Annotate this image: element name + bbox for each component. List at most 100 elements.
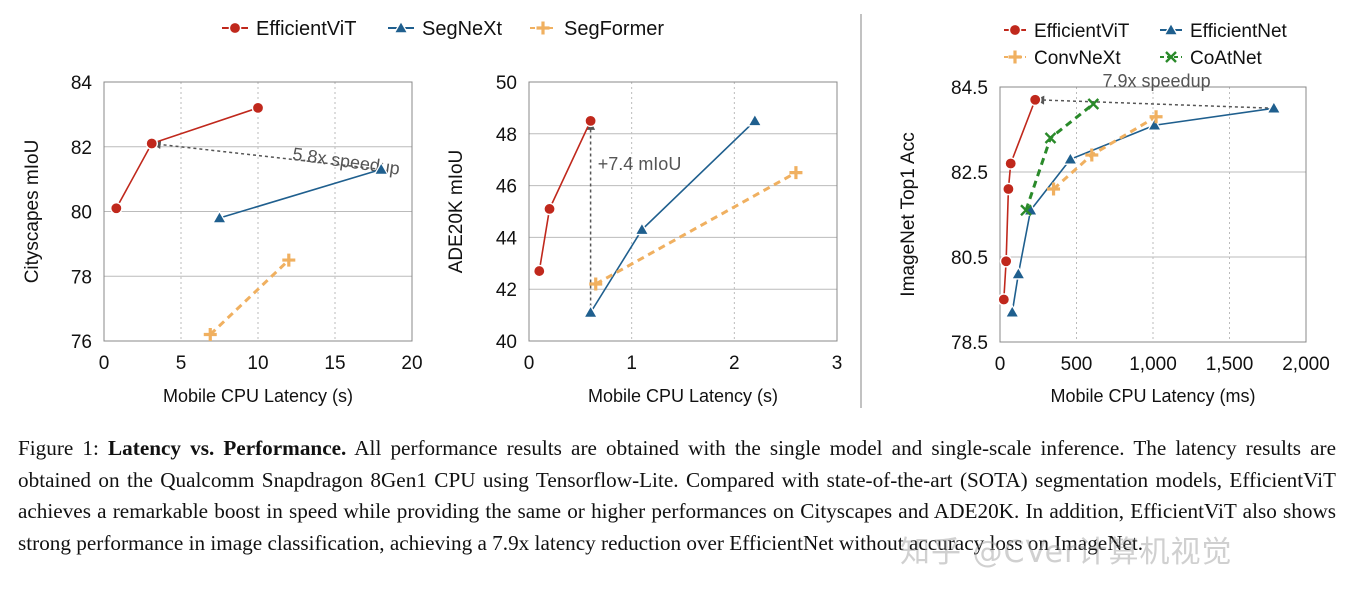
x-tick-label: 0: [99, 353, 110, 374]
legend-label: SegNeXt: [422, 18, 502, 40]
chart-imagenet: 0 500 1,000 1,500 2,000 78.5 80.5 82.5 84.5 Mobil…: [898, 21, 1330, 406]
legend-label: CoAtNet: [1190, 48, 1263, 69]
y-axis-label: ImageNet Top1 Acc: [898, 132, 919, 296]
x-tick-label: 1,000: [1129, 354, 1177, 375]
data-point-efficientvit: [999, 254, 1013, 268]
y-tick-label: 84: [71, 73, 93, 94]
data-point-efficientvit: [1004, 157, 1018, 170]
series-line-segnext: [219, 168, 382, 219]
data-point-segformer: [203, 328, 217, 342]
series-line-segnext: [589, 120, 756, 313]
data-point-efficientvit: [251, 101, 265, 115]
data-point-efficientvit: [532, 264, 546, 278]
series-line-efficientvit: [115, 107, 259, 209]
legend-marker-triangle: [393, 20, 409, 34]
data-point-efficientvit: [543, 202, 556, 216]
legend-label: EfficientViT: [1034, 21, 1130, 42]
y-tick-label: 78: [71, 267, 92, 288]
y-tick-label: 82: [71, 138, 92, 159]
data-point-efficientvit: [110, 201, 123, 215]
legend-marker-plus: [536, 21, 550, 35]
series-line-segformer: [209, 258, 290, 336]
x-tick-label: 500: [1061, 354, 1093, 375]
series-line-convnext: [1052, 115, 1157, 191]
plot-frame: [999, 86, 1307, 343]
data-point-efficientnet: [1062, 151, 1079, 165]
x-tick-label: 3: [832, 353, 843, 374]
x-axis-label: Mobile CPU Latency (s): [588, 386, 778, 406]
data-point-efficientvit: [997, 293, 1011, 306]
data-point-segformer: [589, 277, 603, 291]
figure-caption: Figure 1: Latency vs. Performance. All p…: [18, 433, 1336, 559]
legend-marker-circle: [1008, 23, 1022, 37]
annotation-label: 7.9x speedup: [1103, 71, 1211, 91]
data-point-convnext: [1149, 110, 1163, 124]
x-tick-label: 0: [524, 353, 535, 374]
caption-title: Latency vs. Performance.: [108, 436, 347, 460]
x-tick-label: 2,000: [1282, 354, 1330, 375]
data-point-efficientvit: [1002, 182, 1015, 196]
y-tick-label: 46: [496, 177, 517, 198]
series-line-segformer: [595, 171, 797, 286]
series-line-efficientnet: [1011, 107, 1274, 313]
y-tick-label: 84.5: [951, 78, 988, 99]
x-axis-label: Mobile CPU Latency (ms): [1050, 386, 1255, 406]
y-tick-label: 48: [496, 125, 517, 146]
legend-marker-plus: [1008, 50, 1022, 64]
data-point-efficientnet: [1004, 304, 1020, 318]
annotation-label: +7.4 mIoU: [598, 154, 682, 174]
watermark: 知乎 @CVer计算机视觉: [900, 535, 1233, 570]
data-point-convnext: [1085, 148, 1099, 162]
data-point-efficientvit: [1028, 93, 1042, 107]
plot-frame: [103, 81, 413, 342]
data-point-coatnet: [1087, 98, 1100, 110]
y-axis-label: ADE20K mIoU: [446, 150, 467, 274]
annotation-arrow: [151, 142, 382, 171]
x-tick-label: 10: [247, 353, 268, 374]
data-point-segformer: [282, 253, 296, 267]
data-point-segnext: [373, 161, 389, 176]
legend-marker-x: [1165, 51, 1177, 63]
y-tick-label: 76: [71, 332, 92, 353]
data-point-segnext: [747, 112, 763, 127]
annotation-arrow: [1035, 99, 1274, 109]
legend-label: SegFormer: [564, 18, 664, 40]
data-point-segnext: [634, 221, 650, 236]
x-tick-label: 2: [729, 353, 740, 374]
y-tick-label: 42: [496, 280, 517, 301]
data-point-segnext: [211, 210, 228, 224]
top-legend: EfficientViT SegNeXt SegFormer: [222, 18, 664, 40]
x-tick-label: 15: [324, 353, 345, 374]
legend-label: ConvNeXt: [1034, 48, 1121, 69]
data-point-coatnet: [1044, 132, 1057, 144]
y-tick-label: 82.5: [951, 163, 988, 184]
data-point-efficientnet: [1266, 100, 1282, 114]
series-line-coatnet: [1024, 102, 1095, 211]
data-point-segnext: [582, 304, 599, 319]
figure: EfficientViT SegNeXt SegFormer 0 5 10 15 20767…: [22, 14, 1330, 408]
y-tick-label: 44: [496, 228, 518, 249]
legend-label: EfficientViT: [256, 18, 356, 40]
legend-label: EfficientNet: [1190, 21, 1288, 42]
x-tick-label: 20: [401, 353, 422, 374]
legend-marker-circle: [228, 21, 242, 35]
data-point-coatnet: [1020, 204, 1032, 217]
plot-frame: [528, 81, 838, 342]
y-tick-label: 40: [496, 332, 517, 353]
caption-text: All performance results are obtained wit…: [18, 436, 1336, 555]
x-tick-label: 0: [995, 354, 1006, 375]
legend-marker-triangle: [1163, 22, 1179, 36]
chart-cityscapes: 0 5 10 15 20 76 78 80 82 84 Mobile CPU Latency (s)…: [22, 73, 423, 406]
data-point-efficientnet: [1010, 266, 1027, 280]
y-tick-label: 50: [496, 73, 517, 94]
x-tick-label: 1: [626, 353, 637, 374]
x-tick-label: 1,500: [1206, 354, 1254, 375]
y-axis-label: Cityscapes mIoU: [22, 140, 43, 284]
x-tick-label: 5: [176, 353, 187, 374]
data-point-efficientvit: [145, 137, 159, 150]
y-tick-label: 78.5: [951, 333, 988, 354]
caption-label: Figure 1:: [18, 436, 109, 460]
series-line-efficientvit: [538, 120, 592, 272]
data-point-convnext: [1047, 182, 1061, 196]
chart-ade20k: 0 1 2 3 40 42 44 46 48 50 Mobile CPU Latency (s) AD…: [446, 73, 842, 406]
